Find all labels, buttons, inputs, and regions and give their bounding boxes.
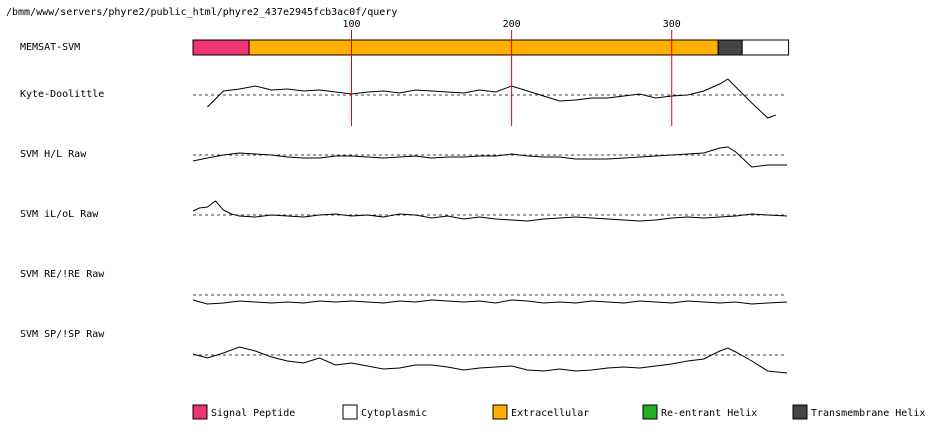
position-ticks: 100 200 300 — [342, 19, 681, 126]
series-line-svm-re-re-raw — [192, 299, 788, 305]
track-label-svm-re-re-raw: SVM RE/!RE Raw — [20, 269, 105, 280]
tick-label-100: 100 — [342, 19, 360, 30]
legend-swatch-re-entrant-helix — [642, 404, 658, 420]
reference-lines — [193, 94, 787, 356]
tick-label-300: 300 — [663, 19, 681, 30]
memsat-segment-bar — [192, 39, 790, 56]
series-line-svm-sp-sp-raw — [192, 346, 788, 374]
track-label-svm-sp-sp-raw: SVM SP/!SP Raw — [20, 329, 105, 340]
legend-swatch-cytoplasmic — [342, 404, 358, 420]
track-labels: MEMSAT-SVM Kyte-Doolittle SVM H/L Raw SVM i… — [20, 42, 105, 340]
legend-label-cytoplasmic: Cytoplasmic — [361, 408, 427, 419]
segment-signal-peptide — [192, 39, 250, 56]
track-label-memsat-svm: MEMSAT-SVM — [20, 42, 80, 53]
legend-swatch-signal-peptide — [192, 404, 208, 420]
query-path-title: /bmm/www/servers/phyre2/public_html/phyr… — [6, 7, 397, 18]
legend-label-transmembrane-helix: Transmembrane Helix — [811, 408, 925, 419]
legend-swatch-transmembrane-helix — [792, 404, 808, 420]
legend: Signal Peptide Cytoplasmic Extracellular Re… — [192, 404, 925, 420]
track-label-kyte-doolittle: Kyte-Doolittle — [20, 89, 104, 100]
segment-cytoplasmic — [741, 39, 790, 56]
series-line-kyte-doolittle — [207, 78, 776, 119]
profile-lines — [192, 78, 788, 374]
series-line-svm-h-l-raw — [192, 146, 787, 168]
legend-label-extracellular: Extracellular — [511, 408, 589, 419]
segment-extracellular — [248, 39, 719, 56]
legend-swatch-extracellular — [492, 404, 508, 420]
legend-label-re-entrant-helix: Re-entrant Helix — [661, 408, 757, 419]
tick-label-200: 200 — [503, 19, 521, 30]
series-line-svm-il-ol-raw — [192, 200, 788, 222]
legend-label-signal-peptide: Signal Peptide — [211, 408, 295, 419]
track-label-svm-il-ol-raw: SVM iL/oL Raw — [20, 209, 99, 220]
track-label-svm-h-l-raw: SVM H/L Raw — [20, 149, 87, 160]
segment-transmembrane-helix — [717, 39, 743, 56]
